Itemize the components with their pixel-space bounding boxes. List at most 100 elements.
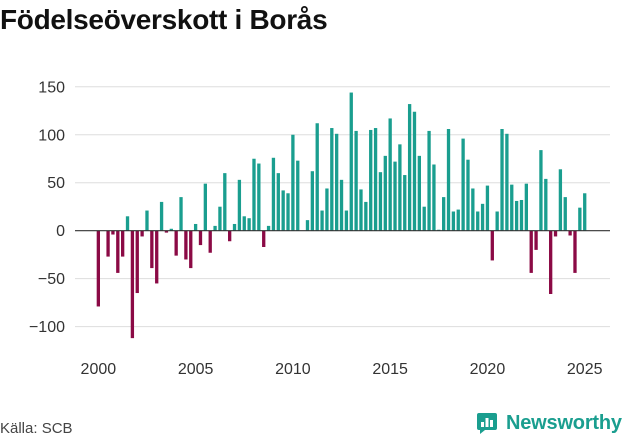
- bar: [208, 230, 212, 253]
- bar: [106, 230, 110, 257]
- bar: [247, 218, 251, 231]
- bar: [568, 230, 572, 236]
- bar: [578, 207, 582, 231]
- bar: [510, 184, 514, 231]
- bar: [354, 130, 358, 231]
- bar: [407, 104, 412, 231]
- bar: [310, 171, 314, 231]
- bar: [563, 197, 567, 231]
- bar: [490, 230, 494, 261]
- bar: [325, 188, 329, 231]
- bar: [369, 129, 373, 231]
- bar: [232, 223, 237, 231]
- bar: [524, 183, 528, 231]
- bar: [558, 169, 563, 231]
- bar: [461, 138, 465, 231]
- bar: [534, 230, 538, 250]
- bar: [335, 133, 339, 231]
- x-tick-label: 2020: [470, 361, 506, 378]
- bar: [174, 230, 178, 256]
- bar: [466, 159, 470, 231]
- bar: [451, 211, 456, 231]
- bar: [203, 183, 207, 231]
- bar: [155, 230, 159, 284]
- bar: [485, 185, 490, 231]
- bar: [480, 203, 485, 231]
- bar: [276, 173, 280, 231]
- y-tick-label: 100: [38, 127, 65, 144]
- bar: [242, 216, 246, 231]
- bar: [252, 158, 256, 231]
- bar: [403, 175, 407, 231]
- bar: [456, 209, 460, 231]
- x-tick-label: 2025: [567, 361, 603, 378]
- bar: [116, 230, 120, 273]
- x-tick-label: 2015: [372, 361, 408, 378]
- bar: [388, 118, 392, 231]
- chart-title: Födelseöverskott i Borås: [0, 4, 328, 35]
- bar: [349, 92, 353, 231]
- bar: [145, 210, 149, 231]
- bar: [495, 211, 499, 231]
- bar: [378, 172, 383, 231]
- bar: [184, 230, 188, 260]
- bar: [159, 201, 164, 231]
- bar: [237, 179, 242, 231]
- bar: [359, 189, 363, 231]
- bar: [471, 188, 475, 231]
- bar: [111, 230, 115, 235]
- bar: [539, 150, 543, 231]
- bar: [529, 230, 533, 273]
- bar: [364, 201, 368, 231]
- axis-layer: −100 −50 0 50 100 150 2000 2005 2010 2015 2020 2025: [29, 79, 610, 378]
- bar: [121, 230, 125, 257]
- bar: [476, 211, 480, 231]
- y-tick-label: 0: [56, 223, 65, 240]
- bar: [125, 216, 130, 231]
- bar: [193, 223, 198, 231]
- bar: [583, 193, 587, 231]
- brand-name: Newsworthy: [506, 411, 622, 434]
- bar: [281, 190, 285, 231]
- bar: [291, 134, 295, 231]
- bar: [393, 161, 397, 231]
- bar: [412, 111, 417, 231]
- bar: [553, 230, 558, 237]
- bar: [442, 197, 446, 231]
- bar: [427, 130, 431, 231]
- bar: [296, 160, 300, 231]
- bar: [169, 228, 173, 231]
- bar: [315, 123, 319, 231]
- bar: [505, 133, 509, 231]
- bar: [330, 128, 334, 231]
- bar: [286, 193, 290, 231]
- bar: [549, 230, 553, 294]
- bar: [305, 220, 310, 231]
- bar: [257, 163, 261, 231]
- bar: [422, 206, 426, 231]
- bar: [373, 128, 378, 231]
- bar: [514, 200, 519, 231]
- bar: [446, 129, 451, 231]
- bar: [179, 197, 183, 231]
- bar: [164, 230, 169, 233]
- bar: [96, 230, 100, 307]
- y-tick-label: −100: [29, 319, 65, 336]
- x-tick-label: 2010: [275, 361, 311, 378]
- x-tick-label: 2000: [81, 361, 117, 378]
- bar: [339, 179, 344, 231]
- newsworthy-brand[interactable]: Newsworthy: [476, 409, 622, 437]
- bar: [519, 199, 524, 231]
- bar: [266, 225, 271, 231]
- bar: [262, 230, 266, 247]
- bar: [130, 230, 135, 339]
- bar: [432, 164, 436, 231]
- bar: [573, 230, 577, 273]
- bar: [417, 155, 421, 231]
- x-tick-label: 2005: [178, 361, 214, 378]
- bar: [398, 144, 402, 231]
- y-tick-label: −50: [38, 271, 65, 288]
- bar: [135, 230, 139, 294]
- source-note: Källa: SCB: [0, 420, 73, 437]
